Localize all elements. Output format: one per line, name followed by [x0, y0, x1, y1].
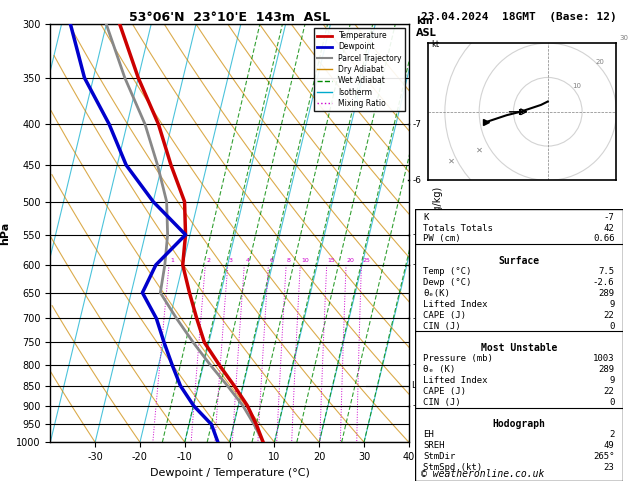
Text: 3: 3 — [229, 258, 233, 263]
Text: 49: 49 — [604, 441, 615, 450]
Text: -2: -2 — [413, 360, 421, 369]
Text: 7.5: 7.5 — [598, 267, 615, 276]
Text: CAPE (J): CAPE (J) — [423, 311, 467, 320]
Text: K: K — [423, 213, 429, 222]
Legend: Temperature, Dewpoint, Parcel Trajectory, Dry Adiabat, Wet Adiabat, Isotherm, Mi: Temperature, Dewpoint, Parcel Trajectory… — [314, 28, 405, 111]
Text: 265°: 265° — [593, 452, 615, 461]
Text: 20: 20 — [596, 59, 604, 65]
Text: 6: 6 — [269, 258, 273, 263]
Text: Dewp (°C): Dewp (°C) — [423, 278, 472, 287]
Text: Totals Totals: Totals Totals — [423, 224, 493, 232]
Text: Hodograph: Hodograph — [493, 419, 545, 429]
Text: 8: 8 — [287, 258, 291, 263]
Text: 22: 22 — [604, 387, 615, 396]
Text: CIN (J): CIN (J) — [423, 398, 461, 407]
Text: Surface: Surface — [498, 256, 540, 266]
Text: 0: 0 — [609, 322, 615, 330]
Text: PW (cm): PW (cm) — [423, 234, 461, 243]
Text: -7: -7 — [413, 120, 421, 129]
Text: Mixing Ratio (g/kg): Mixing Ratio (g/kg) — [433, 187, 443, 279]
Text: -6: -6 — [413, 175, 421, 185]
Text: SREH: SREH — [423, 441, 445, 450]
Text: Lifted Index: Lifted Index — [423, 376, 488, 385]
Text: CIN (J): CIN (J) — [423, 322, 461, 330]
Text: LCL: LCL — [411, 382, 427, 390]
Text: CAPE (J): CAPE (J) — [423, 387, 467, 396]
Text: 289: 289 — [598, 365, 615, 374]
Text: 15: 15 — [328, 258, 335, 263]
Text: kt: kt — [431, 39, 439, 49]
Text: -3: -3 — [413, 314, 421, 323]
Text: 1: 1 — [170, 258, 174, 263]
Text: -7: -7 — [604, 213, 615, 222]
Text: 0.66: 0.66 — [593, 234, 615, 243]
Text: 289: 289 — [598, 289, 615, 298]
Text: Temp (°C): Temp (°C) — [423, 267, 472, 276]
X-axis label: Dewpoint / Temperature (°C): Dewpoint / Temperature (°C) — [150, 468, 309, 478]
Text: km
ASL: km ASL — [416, 16, 437, 37]
Text: 42: 42 — [604, 224, 615, 232]
Text: -4: -4 — [413, 260, 421, 269]
Text: © weatheronline.co.uk: © weatheronline.co.uk — [421, 469, 545, 479]
Text: 9: 9 — [609, 300, 615, 309]
Text: 10: 10 — [572, 83, 581, 89]
Text: Pressure (mb): Pressure (mb) — [423, 354, 493, 363]
Text: 0: 0 — [609, 398, 615, 407]
Text: StmSpd (kt): StmSpd (kt) — [423, 463, 482, 472]
Text: StmDir: StmDir — [423, 452, 455, 461]
FancyBboxPatch shape — [415, 209, 623, 481]
Text: -1: -1 — [413, 401, 421, 410]
Text: 1003: 1003 — [593, 354, 615, 363]
Text: 2: 2 — [609, 431, 615, 439]
Text: -2.6: -2.6 — [593, 278, 615, 287]
Y-axis label: hPa: hPa — [1, 222, 11, 245]
Text: 10: 10 — [301, 258, 309, 263]
Text: θₑ(K): θₑ(K) — [423, 289, 450, 298]
Text: Most Unstable: Most Unstable — [481, 343, 557, 353]
Text: 23: 23 — [604, 463, 615, 472]
Text: 4: 4 — [245, 258, 249, 263]
Text: ✕: ✕ — [448, 156, 455, 165]
Text: 23.04.2024  18GMT  (Base: 12): 23.04.2024 18GMT (Base: 12) — [421, 12, 617, 22]
Text: 2: 2 — [206, 258, 210, 263]
Text: 20: 20 — [347, 258, 355, 263]
Text: EH: EH — [423, 431, 434, 439]
Text: Lifted Index: Lifted Index — [423, 300, 488, 309]
Text: 22: 22 — [604, 311, 615, 320]
Title: 53°06'N  23°10'E  143m  ASL: 53°06'N 23°10'E 143m ASL — [129, 11, 330, 24]
Text: 30: 30 — [620, 35, 629, 41]
Text: 9: 9 — [609, 376, 615, 385]
Text: 25: 25 — [362, 258, 370, 263]
Text: -5: -5 — [413, 230, 421, 239]
Text: ✕: ✕ — [476, 146, 482, 155]
Text: θₑ (K): θₑ (K) — [423, 365, 455, 374]
